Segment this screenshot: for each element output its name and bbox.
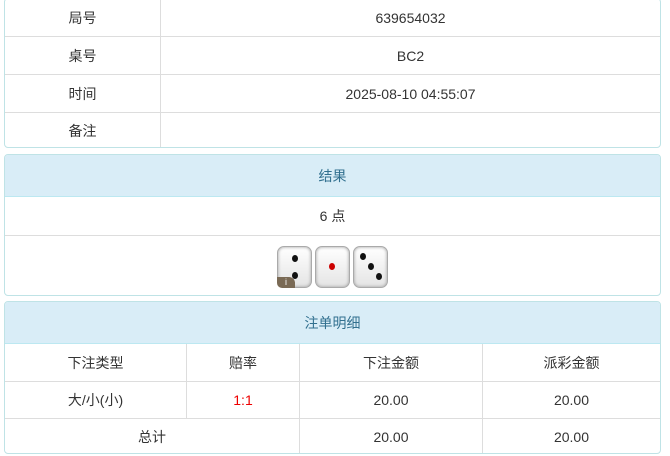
- dice-row: i: [5, 235, 660, 295]
- table-row: 大/小(小) 1:1 20.00 20.00: [5, 381, 660, 418]
- bet-details-panel: 注单明细 下注类型 赔率 下注金额 派彩金额 大/小(小) 1:1 20.00 …: [4, 301, 661, 454]
- value: BC2: [160, 37, 660, 74]
- label: 局号: [68, 9, 97, 26]
- total-label: 总计: [138, 429, 166, 445]
- die-2-icon: i: [277, 246, 312, 288]
- header-amount: 下注金额: [299, 344, 482, 381]
- row-round: 局号 639654032: [5, 0, 660, 36]
- header-payout: 派彩金额: [482, 344, 660, 381]
- header-odds: 赔率: [186, 344, 299, 381]
- die-1-icon: [315, 246, 350, 288]
- label: 桌号: [68, 47, 97, 64]
- bets-header-row: 下注类型 赔率 下注金额 派彩金额: [5, 344, 660, 381]
- result-title: 结果: [5, 155, 660, 197]
- bet-amount: 20.00: [299, 382, 482, 418]
- row-table: 桌号 BC2: [5, 36, 660, 74]
- row-note: 备注: [5, 112, 660, 147]
- header-type: 下注类型: [67, 354, 124, 371]
- bets-title: 注单明细: [5, 302, 660, 344]
- label: 备注: [68, 123, 97, 139]
- result-panel: 结果 6 点 i: [4, 154, 661, 296]
- dice-group: i: [5, 236, 660, 295]
- bet-odds: 1:1: [186, 382, 299, 418]
- info-table: 局号 639654032 桌号 BC2 时间 2025-08-10 04:55:07 …: [4, 0, 661, 148]
- total-row: 总计 20.00 20.00: [5, 418, 660, 453]
- total-amount: 20.00: [299, 419, 482, 453]
- value: 639654032: [160, 0, 660, 36]
- die-3-icon: [353, 246, 388, 288]
- bet-payout: 20.00: [482, 382, 660, 418]
- label: 时间: [68, 85, 97, 102]
- result-points: 6 点: [319, 208, 346, 224]
- total-payout: 20.00: [482, 419, 660, 453]
- row-time: 时间 2025-08-10 04:55:07: [5, 74, 660, 112]
- bet-type: 大/小(小): [67, 392, 124, 408]
- info-badge[interactable]: i: [277, 277, 295, 288]
- value: [160, 113, 660, 147]
- value: 2025-08-10 04:55:07: [160, 75, 660, 112]
